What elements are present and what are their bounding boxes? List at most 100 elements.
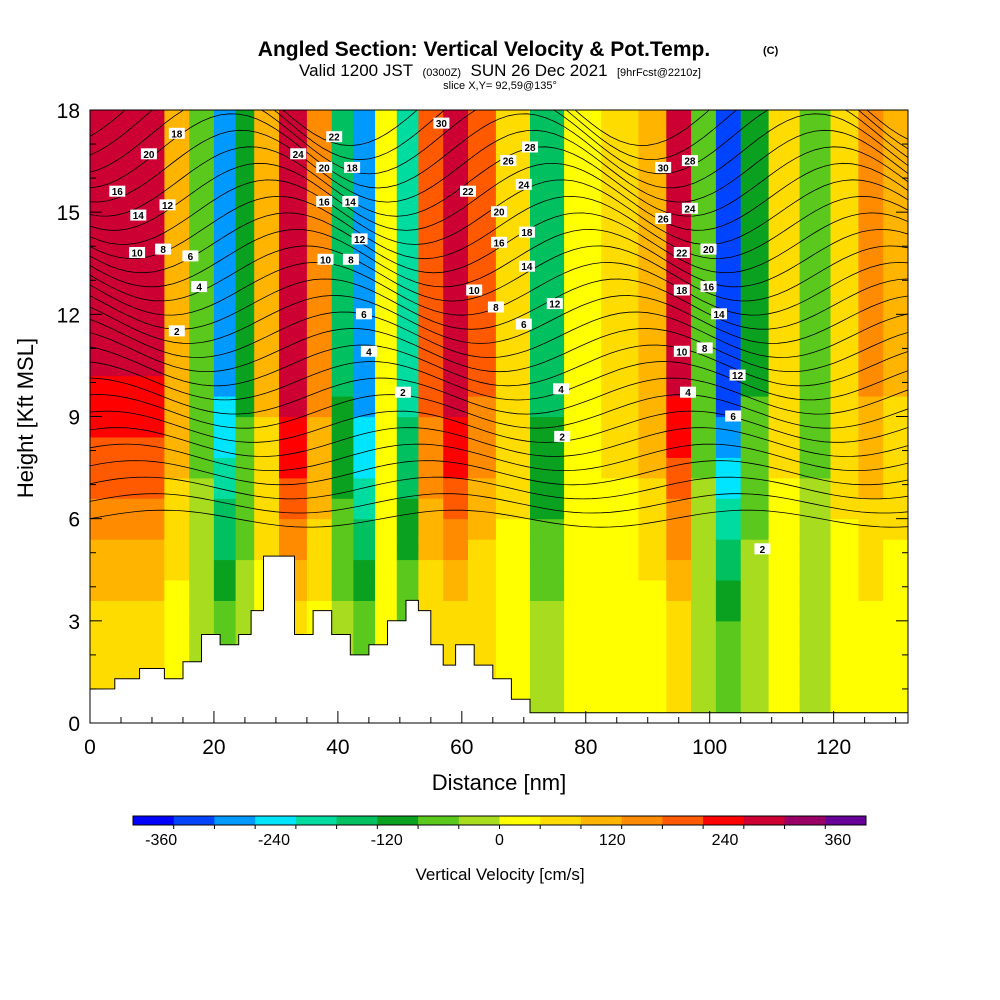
velocity-cell [213,518,237,540]
velocity-cell [799,477,832,499]
velocity-cell [830,232,859,254]
velocity-cell [768,620,801,642]
colorbar-swatch [499,816,541,825]
velocity-cell [468,559,497,581]
velocity-cell [443,130,469,152]
velocity-cell [530,641,565,663]
velocity-cell [235,293,255,315]
velocity-cell [715,171,742,193]
velocity-cell [331,171,354,193]
svg-text:2: 2 [559,432,565,443]
contour-label: 4 [680,386,696,399]
velocity-cell [189,477,215,499]
velocity-cell [235,396,255,418]
velocity-cell [638,253,667,274]
velocity-cell [530,457,565,479]
velocity-cell [418,191,444,213]
velocity-cell [396,150,420,172]
velocity-cell [740,498,770,520]
velocity-cell [858,416,884,438]
velocity-cell [715,253,742,274]
velocity-cell [331,396,354,418]
velocity-cell [666,518,692,540]
velocity-cell [254,498,280,520]
velocity-cell [564,355,602,377]
velocity-cell [331,457,354,479]
velocity-cell [396,355,420,377]
y-tick-label: 0 [68,713,80,736]
contour-label: 28 [522,141,538,154]
svg-text:12: 12 [549,300,561,311]
velocity-cell [418,457,444,479]
colorbar-swatch [580,816,623,825]
velocity-cell [189,212,215,234]
contour-label: 22 [673,247,690,260]
velocity-cell [740,559,770,581]
velocity-cell [443,580,469,601]
velocity-cell [254,171,280,193]
velocity-cell [858,477,884,499]
velocity-cell [883,150,908,172]
slice-label: slice X,Y= 92,59@135° [443,80,557,92]
velocity-cell [306,539,333,561]
velocity-cell [375,600,398,622]
velocity-cell [691,110,717,131]
velocity-cell [353,212,376,234]
velocity-cell [715,130,742,152]
velocity-cell [883,498,908,520]
contour-label: 8 [155,243,172,256]
x-tick-label: 40 [326,736,349,759]
velocity-cell [331,355,354,377]
colorbar-tick-label: 240 [712,832,739,849]
velocity-cell [353,110,376,131]
velocity-cell [164,334,190,356]
velocity-cell [189,355,215,377]
velocity-cell [830,212,859,234]
velocity-cell [254,212,280,234]
velocity-cell [375,559,398,581]
colorbar-swatch [214,816,256,825]
velocity-cell [443,212,469,234]
svg-text:2: 2 [174,327,180,338]
velocity-cell [353,498,376,520]
velocity-cell [353,375,376,397]
velocity-cell [830,518,859,540]
velocity-cell [189,293,215,315]
svg-text:12: 12 [354,235,366,246]
velocity-cell [213,559,237,581]
velocity-cell [468,110,497,131]
velocity-cell [768,150,801,172]
velocity-cell [306,518,333,540]
velocity-cell [443,293,469,315]
velocity-cell [715,682,742,704]
svg-text:20: 20 [703,245,715,256]
contour-label: 16 [316,195,333,208]
velocity-cell [443,457,469,479]
velocity-cell [235,580,255,601]
svg-text:30: 30 [436,119,448,130]
velocity-cell [254,396,280,418]
velocity-cell [443,273,469,295]
velocity-cell [601,150,640,172]
velocity-cell [858,661,884,683]
velocity-cell [90,498,165,520]
svg-text:10: 10 [132,249,144,260]
velocity-cell [189,171,215,193]
velocity-cell [858,130,884,152]
y-axis: 0 3 6 9 12 15 18 [57,100,908,736]
chart-subtitle: Valid 1200 JST (0300Z) SUN 26 Dec 2021 [… [299,61,701,80]
velocity-cell [213,334,237,356]
velocity-cell [418,477,444,499]
svg-text:8: 8 [493,303,499,314]
velocity-cell [235,232,255,254]
colorbar-swatch [784,816,826,825]
contour-label: 2 [168,325,185,338]
velocity-cell [254,436,280,458]
velocity-cell [375,232,398,254]
velocity-cell [235,375,255,397]
velocity-cell [468,130,497,152]
velocity-cell [799,436,832,458]
velocity-cell [306,110,333,131]
velocity-cell [830,457,859,479]
